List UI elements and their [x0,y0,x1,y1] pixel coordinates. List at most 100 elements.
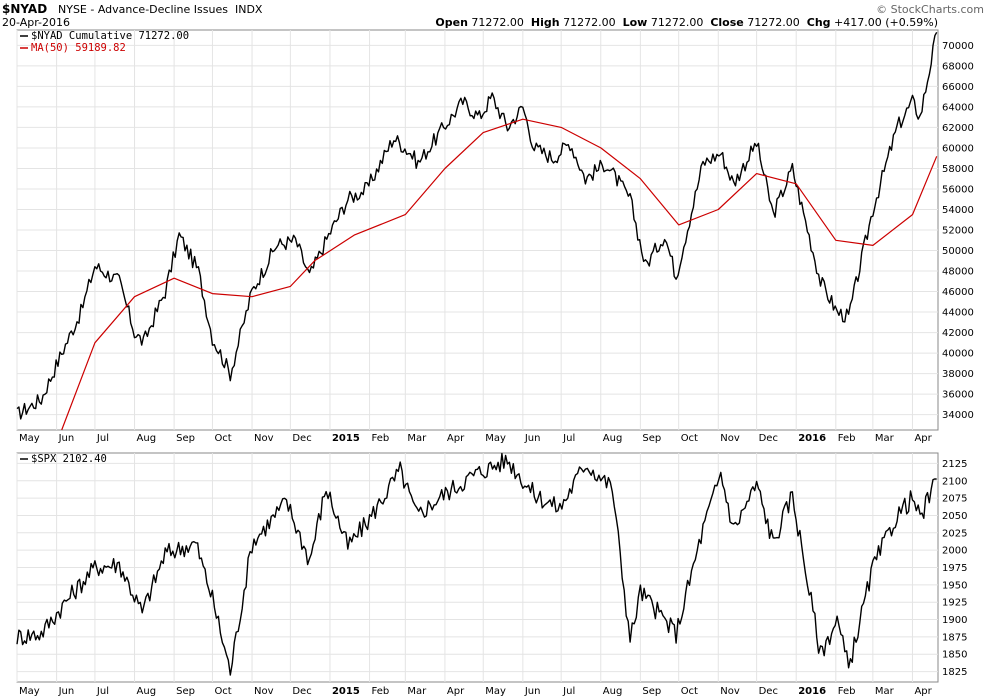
x-tick-label: Nov [254,433,274,444]
x-tick-label: Mar [875,433,895,444]
symbol: $NYAD [2,2,48,16]
y-tick-label: 38000 [942,369,974,380]
nyad-panel: May Jun Jul Aug Sep Oct Nov Dec 2015 Feb Mar Apr May… [16,29,974,444]
y-tick-label: 44000 [942,308,974,319]
x-tick-label: Jul [562,686,575,697]
x-tick-label: Jun [524,686,541,697]
x-tick-label: 2015 [332,433,360,444]
title-text: NYSE - Advance-Decline Issues [58,3,228,16]
x-tick-label: Nov [720,686,740,697]
open-label: Open [435,16,468,29]
y-tick-label: 2100 [942,476,967,487]
low-value: 71272.00 [650,16,704,29]
x-tick-label: Apr [914,686,932,697]
y-tick-label: 48000 [942,267,974,278]
y-tick-label: 1950 [942,580,967,591]
y-tick-label: 56000 [942,184,974,195]
x-tick-label: Oct [681,686,698,697]
close-value: 71272.00 [747,16,800,29]
x-tick-label: Dec [759,433,778,444]
y-tick-label: 52000 [942,226,974,237]
y-tick-label: 54000 [942,205,974,216]
y-tick-label: 2025 [942,528,967,539]
y-tick-label: 2050 [942,511,967,522]
y-tick-label: 2000 [942,546,967,557]
high-value: 71272.00 [563,16,616,29]
x-tick-label: Sep [642,686,661,697]
x-tick-label: Aug [137,686,157,697]
y-tick-label: 2125 [942,459,967,470]
x-tick-label: May [485,686,506,697]
x-tick-label: 2016 [798,686,826,697]
x-tick-label: Mar [407,433,427,444]
y-tick-label: 1825 [942,667,967,678]
exchange: INDX [234,3,263,16]
x-tick-label: 2015 [332,686,360,697]
y-tick-label: 62000 [942,123,974,134]
y-tick-label: 70000 [942,41,974,52]
x-tick-label: Jun [58,686,75,697]
y-tick-label: 2075 [942,494,967,505]
quote-summary: Open 71272.00 High 71272.00 Low 71272.00… [435,16,938,29]
chart-date: 20-Apr-2016 [2,16,71,29]
y-tick-label: 60000 [942,143,974,154]
x-tick-label: Aug [603,433,623,444]
x-tick-label: Mar [875,686,895,697]
x-tick-label: Sep [176,433,195,444]
x-tick-label: Sep [642,433,661,444]
x-tick-label: May [485,433,506,444]
x-tick-label: Mar [407,686,427,697]
x-tick-label: Nov [720,433,740,444]
x-tick-label: Apr [447,433,465,444]
y-tick-label: 58000 [942,164,974,175]
close-label: Close [710,16,744,29]
x-tick-label: Dec [759,686,778,697]
high-label: High [530,16,560,29]
y-tick-label: 40000 [942,349,974,360]
x-tick-label: Aug [603,686,623,697]
x-tick-label: Feb [372,686,390,697]
x-tick-label: Dec [292,686,311,697]
x-tick-label: Jul [562,433,575,444]
y-tick-label: 1900 [942,615,967,626]
x-tick-label: Feb [838,686,856,697]
x-tick-label: Nov [254,686,274,697]
y-tick-label: 66000 [942,82,974,93]
y-tick-label: 46000 [942,287,974,298]
x-tick-label: 2016 [798,433,826,444]
spx-panel: May Jun Jul Aug Sep Oct Nov Dec 2015 Feb Mar Apr May… [16,452,967,697]
y-tick-label: 68000 [942,61,974,72]
x-tick-label: Apr [447,686,465,697]
x-tick-label: Oct [214,433,231,444]
x-tick-label: Feb [372,433,390,444]
x-tick-label: May [19,686,40,697]
open-value: 71272.00 [471,16,524,29]
brand-watermark: © StockCharts.com [876,3,984,16]
x-tick-label: May [19,433,40,444]
chg-label: Chg [806,16,831,29]
x-tick-label: Dec [292,433,311,444]
chart-title: NYSE - Advance-Decline Issues INDX [58,3,262,16]
legend: $SPX 2102.40 [20,453,107,465]
x-tick-label: Oct [681,433,698,444]
y-tick-label: 1975 [942,563,967,574]
x-tick-label: Aug [137,433,157,444]
x-tick-label: Jul [96,433,109,444]
x-tick-label: Jun [58,433,75,444]
spx-line [16,452,937,676]
ma50-line [61,118,938,431]
y-tick-label: 50000 [942,246,974,257]
legend-label: MA(50) 59189.82 [31,42,126,54]
y-tick-label: 1925 [942,598,967,609]
y-tick-label: 1850 [942,650,967,661]
x-tick-label: Feb [838,433,856,444]
x-tick-label: Jun [524,433,541,444]
y-tick-label: 64000 [942,102,974,113]
legend-label: $NYAD Cumulative 71272.00 [31,30,189,42]
chg-value: +417.00 (+0.59%) [834,16,938,29]
y-tick-label: 42000 [942,328,974,339]
low-label: Low [622,16,648,29]
legend-label: $SPX 2102.40 [31,453,107,465]
x-tick-label: Apr [914,433,932,444]
